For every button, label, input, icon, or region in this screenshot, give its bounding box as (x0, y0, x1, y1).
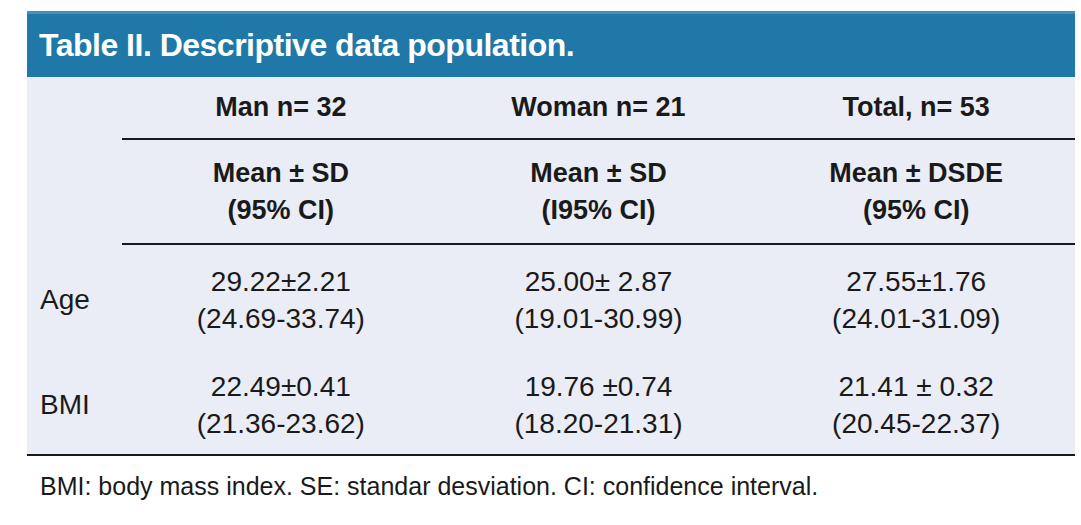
subheader-man-line1: Mean ± SD (213, 155, 349, 192)
cell-bmi-woman-ci: (18.20-21.31) (514, 405, 682, 442)
subheader-woman-line1: Mean ± SD (530, 155, 666, 192)
cell-age-woman-mean: 25.00± 2.87 (525, 263, 673, 300)
table-footnote: BMI: body mass index. SE: standar desvia… (40, 472, 818, 501)
cell-bmi-man-mean: 22.49±0.41 (211, 368, 351, 405)
subheader-woman: Mean ± SD (I95% CI) (440, 140, 758, 245)
cell-age-man-ci: (24.69-33.74) (197, 300, 365, 337)
subheader-total-line2: (95% CI) (863, 192, 970, 229)
cell-age-total: 27.55±1.76 (24.01-31.09) (757, 245, 1075, 355)
cell-age-man: 29.22±2.21 (24.69-33.74) (122, 245, 440, 355)
table-title-bar: Table II. Descriptive data population. (27, 11, 1075, 77)
subheader-total-line1: Mean ± DSDE (829, 155, 1003, 192)
group-header-total: Total, n= 53 (757, 77, 1075, 140)
cell-age-woman-ci: (19.01-30.99) (514, 300, 682, 337)
cell-bmi-woman-mean: 19.76 ±0.74 (525, 368, 673, 405)
group-header-man: Man n= 32 (122, 77, 440, 140)
page: Table II. Descriptive data population. M… (0, 0, 1081, 525)
cell-bmi-woman: 19.76 ±0.74 (18.20-21.31) (440, 355, 758, 454)
subheader-total: Mean ± DSDE (95% CI) (757, 140, 1075, 245)
row-label-age: Age (27, 245, 122, 355)
corner-cell-sub (27, 140, 122, 245)
cell-bmi-man-ci: (21.36-23.62) (197, 405, 365, 442)
row-label-bmi: BMI (27, 355, 122, 454)
subheader-man-line2: (95% CI) (228, 192, 335, 229)
subheader-woman-line2: (I95% CI) (541, 192, 655, 229)
group-header-woman: Woman n= 21 (440, 77, 758, 140)
table-title: Table II. Descriptive data population. (39, 27, 574, 64)
cell-bmi-total: 21.41 ± 0.32 (20.45-22.37) (757, 355, 1075, 454)
corner-cell-top (27, 77, 122, 140)
cell-age-total-mean: 27.55±1.76 (846, 263, 986, 300)
table-card: Table II. Descriptive data population. M… (27, 11, 1075, 456)
subheader-man: Mean ± SD (95% CI) (122, 140, 440, 245)
table-body: Man n= 32 Woman n= 21 Total, n= 53 Mean … (27, 77, 1075, 456)
cell-bmi-total-ci: (20.45-22.37) (832, 405, 1000, 442)
cell-age-man-mean: 29.22±2.21 (211, 263, 351, 300)
cell-bmi-man: 22.49±0.41 (21.36-23.62) (122, 355, 440, 454)
cell-bmi-total-mean: 21.41 ± 0.32 (838, 368, 994, 405)
cell-age-total-ci: (24.01-31.09) (832, 300, 1000, 337)
cell-age-woman: 25.00± 2.87 (19.01-30.99) (440, 245, 758, 355)
